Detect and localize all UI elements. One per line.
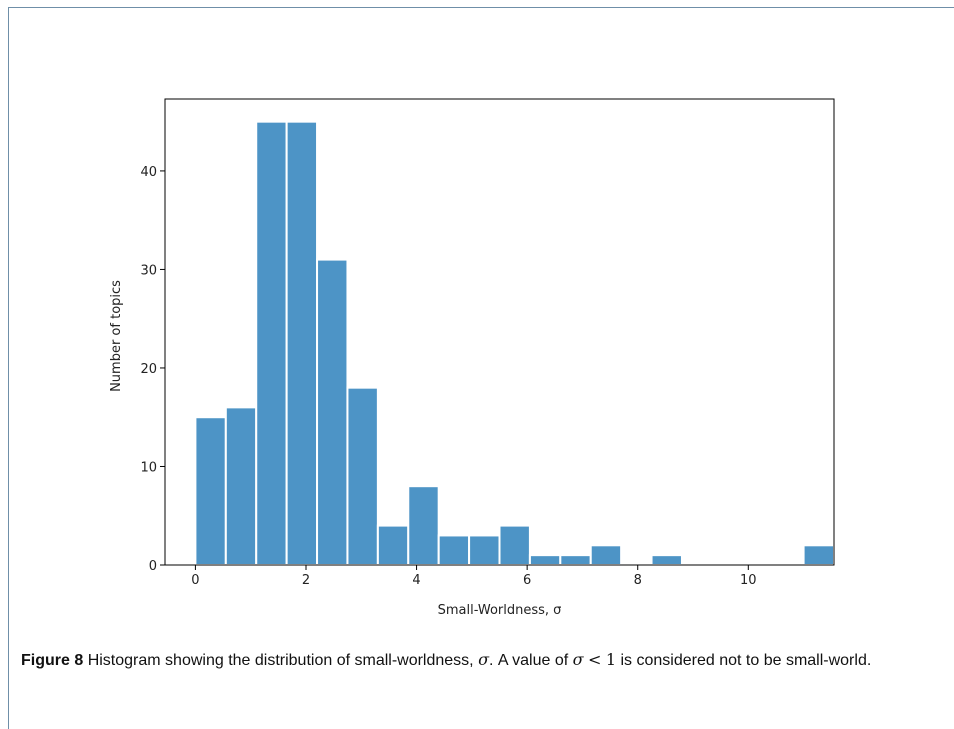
caption-sigma: σ: [478, 650, 489, 669]
caption-less-than: <: [588, 650, 602, 669]
y-tick-label: 10: [140, 460, 157, 475]
x-tick-label: 10: [740, 573, 757, 588]
y-tick-label: 30: [140, 263, 157, 278]
figure-caption: Figure 8 Histogram showing the distribut…: [21, 649, 946, 672]
caption-one: 1: [605, 650, 617, 669]
histogram-bar: [437, 534, 471, 566]
histogram-chart: 0 2 4 6 8 10 0 10 20 30 40 Small-Worldness, σ Num…: [109, 98, 835, 618]
figure-frame: [8, 7, 954, 729]
histogram-bar: [528, 554, 562, 567]
histogram-bar: [498, 524, 531, 567]
plot-area-frame: [164, 98, 835, 566]
caption-text-middle: . A value of: [489, 652, 569, 669]
histogram-bar: [407, 485, 440, 566]
y-tick-label: 0: [149, 559, 157, 574]
y-tick-label: 40: [140, 165, 157, 180]
histogram-bar: [559, 554, 592, 567]
y-axis-label: Number of topics: [109, 280, 124, 392]
figure-label: Figure 8: [21, 652, 84, 669]
x-axis-ticks: 0 2 4 6 8 10: [191, 565, 757, 588]
histogram-bar: [224, 406, 258, 566]
histogram-bar: [346, 386, 379, 566]
x-tick-label: 0: [191, 573, 199, 588]
histogram-bar: [316, 258, 349, 566]
x-tick-label: 8: [634, 573, 642, 588]
histogram-bar: [802, 544, 835, 566]
y-axis-ticks: 0 10 20 30 40: [140, 165, 165, 574]
caption-sigma-2: σ: [572, 650, 584, 669]
histogram-bar: [255, 120, 288, 567]
histogram-bar: [376, 524, 410, 567]
x-axis-label: Small-Worldness, σ: [438, 603, 562, 618]
histogram-bar: [285, 120, 319, 567]
x-tick-label: 6: [523, 573, 531, 588]
histogram-bar: [650, 554, 683, 567]
histogram-bar: [468, 534, 501, 566]
histogram-bar: [589, 544, 623, 566]
histogram-bar: [194, 416, 227, 566]
caption-text-before: Histogram showing the distribution of sm…: [87, 652, 474, 669]
y-tick-label: 20: [140, 362, 157, 377]
x-tick-label: 2: [302, 573, 310, 588]
caption-text-after: is considered not to be small-world.: [620, 652, 872, 669]
x-tick-label: 4: [412, 573, 420, 588]
histogram-bars: [194, 120, 835, 567]
